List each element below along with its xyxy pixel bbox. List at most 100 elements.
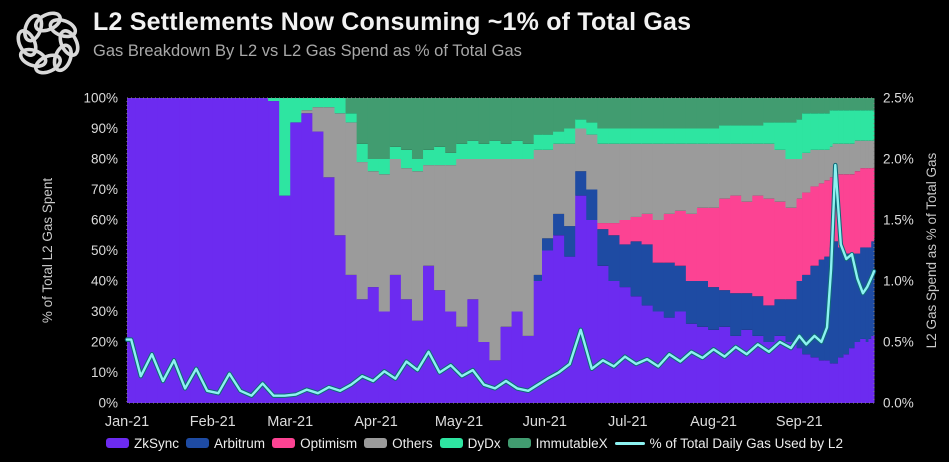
bar-segment-zksync <box>708 329 720 403</box>
bar-segment-zksync <box>511 311 524 403</box>
bar-segment-optimism <box>854 171 861 254</box>
bar-segment-immutablex <box>389 98 402 147</box>
bar-segment-dydx <box>818 113 825 150</box>
bar-segment-others <box>674 143 687 211</box>
bar-segment-others <box>774 149 786 202</box>
bar-segment-zksync <box>201 98 214 403</box>
bar-segment-immutablex <box>741 98 753 126</box>
bar-segment-immutablex <box>511 98 524 141</box>
legend-label: Optimism <box>300 435 358 451</box>
bar-segment-zksync <box>190 98 203 403</box>
bar-segment-optimism <box>619 220 631 245</box>
chart-header: L2 Settlements Now Consuming ~1% of Tota… <box>0 0 949 86</box>
bar-segment-zksync <box>489 360 501 403</box>
bar-segment-dydx <box>445 152 457 166</box>
bar-segment-optimism <box>796 198 803 281</box>
x-axis-tick: Feb-21 <box>190 414 236 430</box>
bar-segment-others <box>865 140 869 169</box>
bar-segment-dydx <box>434 146 446 166</box>
bar-segment-immutablex <box>619 98 631 129</box>
bar-segment-immutablex <box>802 98 811 114</box>
bar-segment-others <box>824 149 831 181</box>
bar-segment-others <box>533 149 543 275</box>
bar-segment-zksync <box>752 335 764 403</box>
bar-segment-immutablex <box>785 98 797 123</box>
bar-segment-immutablex <box>489 98 501 141</box>
bar-segment-others <box>445 165 457 312</box>
legend-label: ZkSync <box>134 435 180 451</box>
bar-segment-arbitrum <box>802 274 811 355</box>
logo-loop <box>33 53 63 75</box>
left-axis-tick: 60% <box>91 213 118 228</box>
bar-segment-dydx <box>522 143 535 159</box>
bar-segment-others <box>367 171 380 288</box>
bar-segment-dydx <box>865 110 869 141</box>
bar-segment-others <box>741 143 753 202</box>
bar-segment-dydx <box>389 146 402 159</box>
legend-item-of-total-daily-gas-used-by-l2: % of Total Daily Gas Used by L2 <box>614 436 843 451</box>
bar-segment-arbitrum <box>708 287 720 330</box>
bar-segment-zksync <box>719 326 731 403</box>
bar-segment-optimism <box>849 174 856 254</box>
bar-segment-dydx <box>708 128 720 144</box>
bar-segment-others <box>838 143 844 175</box>
bar-segment-immutablex <box>871 98 875 111</box>
bar-segment-others <box>575 128 587 172</box>
bar-segment-arbitrum <box>868 247 872 339</box>
bar-segment-zksync <box>301 113 313 403</box>
legend-item-arbitrum: Arbitrum <box>186 436 265 451</box>
bar-segment-arbitrum <box>575 171 587 196</box>
bar-segment-zksync <box>696 326 709 403</box>
bar-segment-immutablex <box>641 98 654 129</box>
bar-segment-zksync <box>824 360 831 403</box>
bar-segment-dydx <box>575 119 587 129</box>
left-axis-tick: 0% <box>98 396 118 411</box>
bar-segment-zksync <box>641 305 654 403</box>
bar-segment-arbitrum <box>865 247 869 342</box>
bar-segment-dydx <box>829 110 833 147</box>
bar-segment-zksync <box>389 274 402 403</box>
logo-loop <box>58 28 80 58</box>
bar-segment-zksync <box>818 360 825 403</box>
bar-segment-arbitrum <box>774 299 786 336</box>
stacked-bar-line-chart: 0% 10% 20% 30% 40% 50% 60% 70% 80% 90% 100% 0.0% 0.5… <box>40 91 939 431</box>
bar-segment-immutablex <box>824 98 831 114</box>
legend-item-optimism: Optimism <box>272 436 357 451</box>
bar-segment-immutablex <box>400 98 413 150</box>
bar-segment-zksync <box>785 342 797 403</box>
bar-segment-zksync <box>597 265 609 403</box>
bar-segment-immutablex <box>345 98 358 114</box>
bar-segment-dydx <box>785 122 797 159</box>
bar-segment-dydx <box>696 128 709 144</box>
bar-segment-arbitrum <box>829 247 833 364</box>
bar-segment-optimism <box>785 207 797 300</box>
bar-segment-others <box>597 143 609 224</box>
bar-segment-optimism <box>774 201 786 300</box>
bar-segment-arbitrum <box>818 259 825 361</box>
bar-segment-dydx <box>641 128 654 144</box>
legend-item-dydx: DyDx <box>439 436 501 451</box>
bar-segment-arbitrum <box>741 293 753 330</box>
bar-segment-immutablex <box>608 98 620 129</box>
bar-segment-arbitrum <box>696 281 709 327</box>
bar-segment-dydx <box>608 128 620 144</box>
right-axis-tick: 1.0% <box>883 274 914 289</box>
bar-segment-immutablex <box>860 98 867 111</box>
bar-segment-zksync <box>860 338 867 403</box>
bar-segment-arbitrum <box>674 265 687 312</box>
bar-segment-immutablex <box>522 98 535 144</box>
legend-item-zksync: ZkSync <box>106 436 179 451</box>
bar-segment-optimism <box>860 168 867 248</box>
bar-segment-zksync <box>674 311 687 403</box>
bar-segment-optimism <box>730 195 742 294</box>
bar-segment-dydx <box>467 140 479 159</box>
bar-segment-dydx <box>802 113 811 153</box>
bar-segment-others <box>301 110 313 114</box>
bar-segment-zksync <box>127 98 136 403</box>
x-axis-tick: Jan-21 <box>105 414 149 430</box>
bar-segment-arbitrum <box>752 296 764 336</box>
bar-segment-others <box>843 143 850 175</box>
left-axis-tick: 10% <box>91 365 118 380</box>
legend-swatch-icon <box>439 438 463 448</box>
bar-segment-dydx <box>334 98 346 114</box>
